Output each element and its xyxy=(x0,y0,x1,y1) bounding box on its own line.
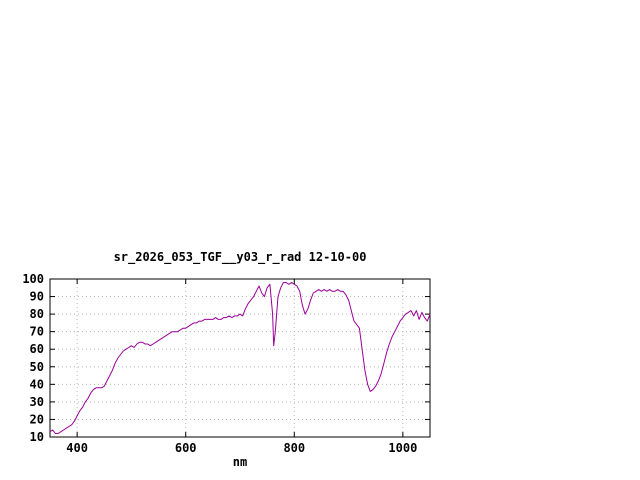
y-tick-label: 100 xyxy=(22,272,44,286)
x-axis-label: nm xyxy=(232,455,248,469)
y-tick-label: 30 xyxy=(30,395,44,409)
y-tick-label: 20 xyxy=(30,412,44,426)
chart-title: sr_2026_053_TGF__y03_r_rad 12-10-00 xyxy=(113,250,367,264)
x-tick-label: 800 xyxy=(283,441,305,455)
y-tick-label: 10 xyxy=(30,430,44,444)
y-tick-label: 50 xyxy=(30,360,44,374)
spectral-curve xyxy=(49,282,431,434)
y-tick-label: 60 xyxy=(30,342,44,356)
x-tick-label: 1000 xyxy=(388,441,417,455)
plot-border xyxy=(49,278,431,438)
y-tick-label: 90 xyxy=(30,290,44,304)
y-tick-label: 70 xyxy=(30,325,44,339)
y-tick-label: 40 xyxy=(30,377,44,391)
x-tick-label: 400 xyxy=(66,441,88,455)
y-tick-label: 80 xyxy=(30,307,44,321)
x-tick-label: 600 xyxy=(175,441,197,455)
